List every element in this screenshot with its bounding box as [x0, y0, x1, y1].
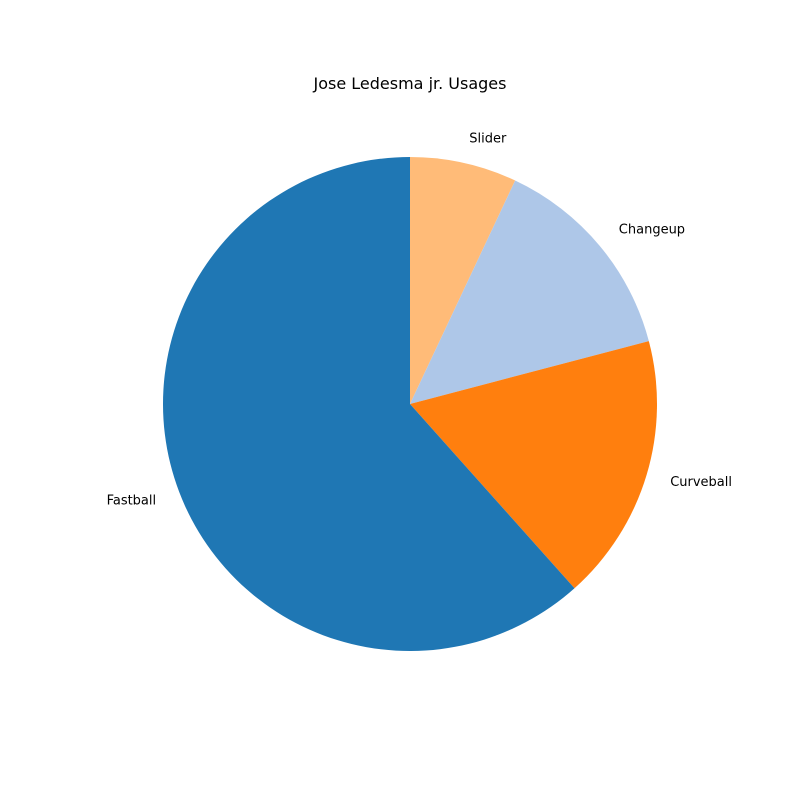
pie-label-fastball: Fastball: [107, 493, 157, 508]
pie-label-curveball: Curveball: [670, 475, 732, 490]
pie-slice-changeup: [410, 180, 649, 404]
pie-slice-curveball: [410, 341, 658, 589]
pie-label-changeup: Changeup: [619, 223, 685, 238]
pie-slice-fastball: [162, 157, 575, 651]
chart-title: Jose Ledesma jr. Usages: [313, 74, 507, 93]
pie-labels: Slider Changeup Curveball Fastball: [107, 131, 732, 508]
pie-slices: [162, 157, 658, 651]
pie-label-slider: Slider: [469, 131, 507, 146]
pie-slice-slider: [410, 157, 516, 404]
